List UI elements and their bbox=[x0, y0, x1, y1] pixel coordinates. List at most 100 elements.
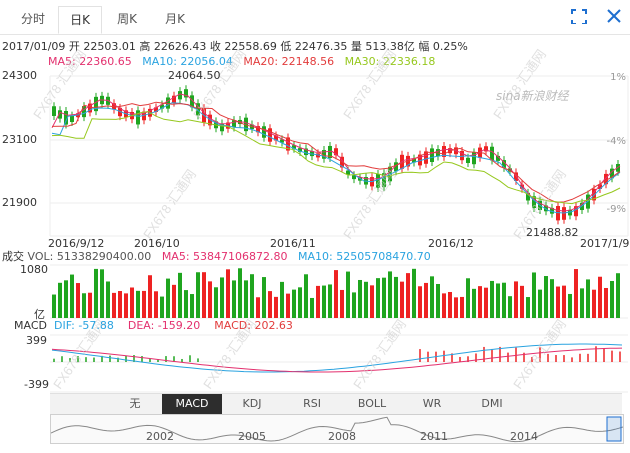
volume-bar bbox=[418, 286, 422, 318]
candle-body bbox=[292, 145, 296, 149]
tab-daily-k[interactable]: 日K bbox=[58, 6, 102, 34]
volume-bar bbox=[148, 275, 152, 318]
candle-body bbox=[256, 126, 260, 133]
ma20-line bbox=[51, 101, 621, 203]
candle-body bbox=[268, 128, 272, 142]
volume-bar bbox=[454, 297, 458, 318]
fullscreen-icon[interactable] bbox=[571, 9, 587, 25]
volume-bar bbox=[52, 294, 56, 318]
volume-bar bbox=[334, 270, 338, 318]
tab-monthly-k[interactable]: 月K bbox=[165, 12, 185, 26]
indicator-macd[interactable]: MACD bbox=[162, 394, 222, 414]
volume-bar bbox=[562, 285, 566, 318]
candle-body bbox=[58, 110, 62, 119]
range-navigator[interactable] bbox=[50, 414, 624, 444]
candle-body bbox=[376, 174, 380, 188]
ma30-value: MA30: 22336.18 bbox=[344, 55, 436, 68]
volume-bar bbox=[100, 269, 104, 318]
volume-bar bbox=[394, 276, 398, 318]
candle-body bbox=[394, 162, 398, 172]
volume-bar bbox=[460, 296, 464, 318]
volume-bar bbox=[208, 281, 212, 318]
candle-body bbox=[610, 168, 614, 179]
indicator-kdj[interactable]: KDJ bbox=[242, 397, 262, 410]
watermark-text: FX678 汇通网 bbox=[340, 47, 399, 122]
pct-axis-bottom: -9% bbox=[606, 204, 626, 215]
volume-bar bbox=[544, 276, 548, 318]
candle-body bbox=[604, 173, 608, 185]
volume-bar bbox=[574, 269, 578, 318]
navigator-handle[interactable] bbox=[606, 416, 622, 442]
candle-body bbox=[262, 126, 266, 138]
ohlc-info-line: 2017/01/09 开 22503.01 高 22626.43 收 22558… bbox=[2, 40, 468, 53]
volume-bar bbox=[550, 279, 554, 318]
indicator-rsi[interactable]: RSI bbox=[303, 397, 321, 410]
price-axis-top: 24300 bbox=[2, 69, 37, 82]
volume-bar bbox=[490, 280, 494, 318]
tab-intraday[interactable]: 分时 bbox=[20, 12, 45, 26]
indicator-none[interactable]: 无 bbox=[129, 397, 141, 410]
close-icon[interactable] bbox=[607, 9, 621, 23]
volume-unit: 亿 bbox=[34, 308, 45, 321]
candle-body bbox=[64, 111, 68, 125]
volume-bar bbox=[106, 281, 110, 318]
volume-bar bbox=[586, 279, 590, 318]
macd-dea-line bbox=[51, 347, 623, 373]
candle-body bbox=[280, 139, 284, 143]
candle-body bbox=[490, 146, 494, 161]
volume-bar bbox=[472, 288, 476, 318]
candle-body bbox=[160, 104, 164, 109]
macd-axis-bottom: -399 bbox=[24, 378, 49, 391]
indicator-boll[interactable]: BOLL bbox=[357, 397, 387, 410]
volume-bar bbox=[88, 292, 92, 318]
toolbar-icons bbox=[570, 8, 624, 27]
candle-body bbox=[70, 115, 74, 123]
volume-bar bbox=[280, 281, 284, 318]
volume-bar bbox=[508, 296, 512, 318]
volume-bar bbox=[286, 293, 290, 318]
ma-legend: MA5: 22360.65 MA10: 22056.04 MA20: 22148… bbox=[48, 55, 435, 68]
volume-bar bbox=[184, 290, 188, 318]
volume-bar bbox=[514, 281, 518, 318]
volume-axis-top: 1080 bbox=[20, 263, 48, 276]
volume-bar bbox=[220, 277, 224, 318]
candle-body bbox=[508, 168, 512, 172]
candle-body bbox=[322, 150, 326, 159]
volume-bar bbox=[160, 296, 164, 318]
volume-bar bbox=[526, 297, 530, 318]
macd-dif: DIF: -57.88 bbox=[53, 319, 114, 332]
volume-bar bbox=[364, 281, 368, 318]
watermark-text: FX678 汇通网 bbox=[340, 167, 399, 242]
indicator-wr[interactable]: WR bbox=[422, 397, 442, 410]
fx678-watermarks: FX678 汇通网 FX678 汇通网 FX678 汇通网 FX678 汇通网 … bbox=[30, 47, 569, 392]
candle-body bbox=[598, 184, 602, 189]
candle-body bbox=[52, 106, 56, 116]
indicator-bar: 无 MACD KDJ RSI BOLL WR DMI bbox=[50, 393, 622, 414]
volume-bar bbox=[448, 291, 452, 318]
tab-weekly-k[interactable]: 周K bbox=[117, 12, 137, 26]
volume-bar bbox=[130, 287, 134, 318]
volume-bar bbox=[352, 292, 356, 318]
volume-bar bbox=[580, 288, 584, 318]
volume-bar bbox=[154, 291, 158, 318]
sina-watermark: sina新浪财经 bbox=[496, 89, 571, 103]
volume-bar bbox=[274, 296, 278, 318]
volume-bar bbox=[268, 291, 272, 318]
ma30-line bbox=[51, 110, 621, 205]
indicator-dmi[interactable]: DMI bbox=[481, 397, 503, 410]
candle-body bbox=[334, 148, 338, 156]
moving-average-lines bbox=[51, 93, 621, 214]
volume-bar bbox=[214, 287, 218, 318]
macd-lines bbox=[51, 343, 623, 373]
candle-body bbox=[526, 192, 530, 201]
candle-body bbox=[460, 151, 464, 161]
volume-bar bbox=[172, 284, 176, 318]
candle-body bbox=[412, 158, 416, 163]
volume-bar bbox=[568, 293, 572, 318]
period-tab-bar: 分时 日K 周K 月K bbox=[0, 0, 630, 35]
date-label: 2016/10 bbox=[134, 237, 180, 250]
candle-body bbox=[484, 146, 488, 152]
candle-body bbox=[556, 206, 560, 221]
candle-body bbox=[430, 148, 434, 162]
